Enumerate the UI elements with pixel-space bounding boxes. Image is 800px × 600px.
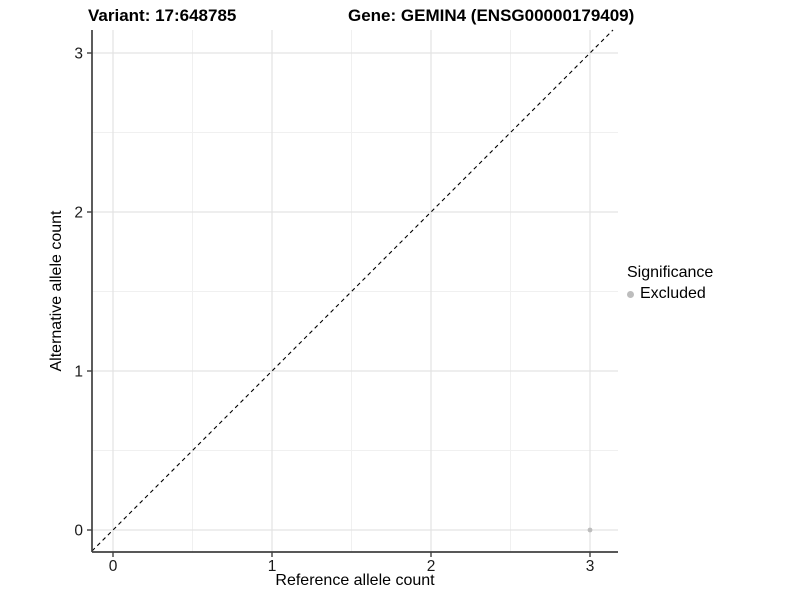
y-tick-label-3: 3 (74, 46, 83, 63)
x-tick-label-3: 3 (586, 558, 595, 575)
x-tick-label-1: 1 (268, 558, 277, 575)
x-tick-label-2: 2 (427, 558, 436, 575)
legend-item-label: Excluded (640, 285, 706, 302)
legend-item-excluded: Excluded (627, 285, 713, 303)
legend: Significance Excluded (627, 264, 713, 303)
plot-title-gene: Gene: GEMIN4 (ENSG00000179409) (348, 6, 635, 25)
legend-title: Significance (627, 264, 714, 281)
y-tick-label-0: 0 (74, 523, 83, 540)
legend-marker-icon (627, 290, 634, 298)
x-axis-title: Reference allele count (275, 572, 435, 589)
plot-title-variant: Variant: 17:648785 (88, 6, 237, 25)
data-point-excluded (587, 527, 593, 533)
identity-reference-line (91, 29, 614, 552)
y-axis-title: Alternative allele count (48, 210, 65, 372)
y-tick-label-2: 2 (74, 205, 83, 222)
x-tick-label-0: 0 (109, 558, 118, 575)
y-tick-label-1: 1 (74, 364, 83, 381)
